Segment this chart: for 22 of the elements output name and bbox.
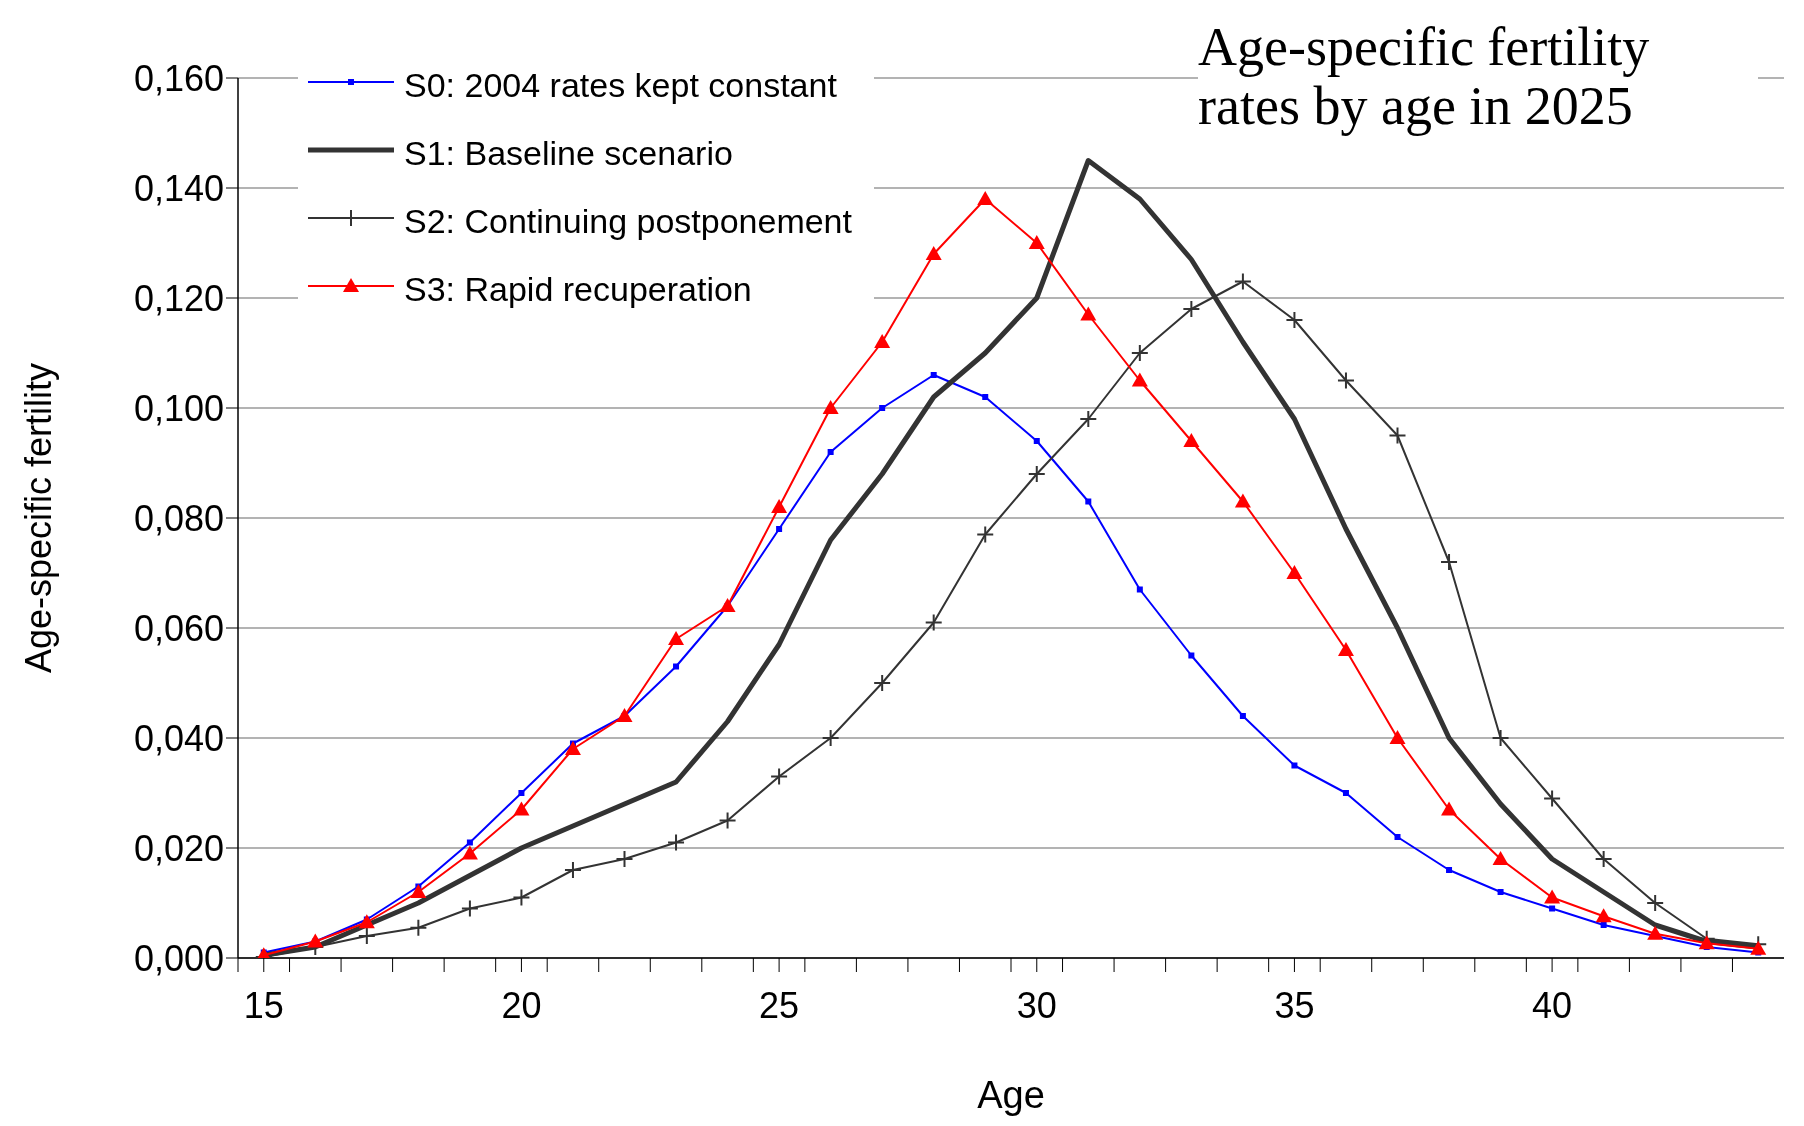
- y-tick-label: 0,000: [133, 937, 224, 979]
- legend-label: S3: Rapid recuperation: [404, 269, 752, 310]
- y-tick-label: 0,160: [133, 57, 224, 99]
- y-axis-title: Age-specific fertility: [17, 362, 59, 674]
- legend-label: S1: Baseline scenario: [404, 133, 733, 174]
- x-axis-title: Age: [977, 1074, 1045, 1116]
- x-tick-label: 15: [243, 984, 284, 1026]
- y-tick-label: 0,120: [133, 277, 224, 319]
- y-tick-label: 0,040: [133, 717, 224, 759]
- y-tick-label: 0,080: [133, 497, 224, 539]
- legend-label: S0: 2004 rates kept constant: [404, 65, 837, 106]
- y-tick-label: 0,020: [133, 827, 224, 869]
- x-tick-label: 30: [1016, 984, 1057, 1026]
- chart-title: Age-specific fertility rates by age in 2025: [1198, 17, 1758, 137]
- x-tick-label: 25: [759, 984, 800, 1026]
- y-tick-label: 0,100: [133, 387, 224, 429]
- x-tick-label: 40: [1532, 984, 1573, 1026]
- x-tick-label: 35: [1274, 984, 1315, 1026]
- y-tick-label: 0,140: [133, 167, 224, 209]
- x-tick-label: 20: [501, 984, 542, 1026]
- legend-label: S2: Continuing postponement: [404, 201, 852, 242]
- y-tick-label: 0,060: [133, 607, 224, 649]
